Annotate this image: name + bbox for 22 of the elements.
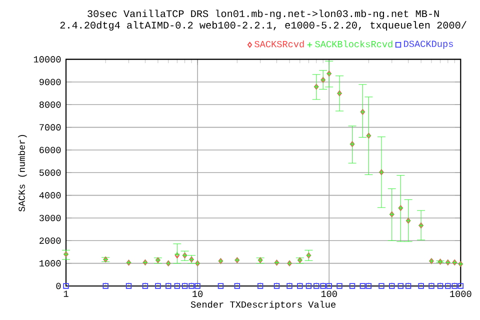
chart-title: 30sec VanillaTCP DRS lon01.mb-ng.net->lon03.mb-ng.net MB-N (88, 10, 439, 20)
x-tick-label: 1000 (450, 290, 472, 298)
y-axis-title: SACKs (number) (18, 135, 27, 212)
legend-label: DSACKDups (404, 40, 453, 49)
x-tick-label: 100 (321, 290, 337, 298)
y-tick-label: 0 (56, 282, 61, 290)
x-tick-label: 10 (192, 290, 203, 298)
legend-label: SACKSRcvd (254, 40, 304, 48)
y-tick-label: 8000 (39, 102, 61, 108)
x-tick-label: 1 (64, 290, 68, 297)
y-tick-label: 2000 (40, 238, 61, 244)
y-tick-label: 3000 (39, 214, 61, 222)
chart-subtitle: 2.4.20dtg4 altAIMD-0.2 web100-2.2.1, e1000-5.2.20, txqueuelen 2000/ (60, 21, 466, 31)
legend-label: SACKBlocksRcvd (315, 40, 392, 48)
y-tick-label: 6000 (40, 146, 61, 154)
y-tick-label: 5000 (39, 170, 61, 176)
y-tick-label: 10000 (34, 56, 61, 62)
y-tick-label: 4000 (39, 192, 61, 198)
y-tick-label: 7000 (40, 124, 61, 130)
x-axis-title: Sender TXDescriptors Value (190, 300, 336, 310)
y-tick-label: 9000 (40, 78, 61, 86)
y-tick-label: 1000 (40, 260, 61, 266)
